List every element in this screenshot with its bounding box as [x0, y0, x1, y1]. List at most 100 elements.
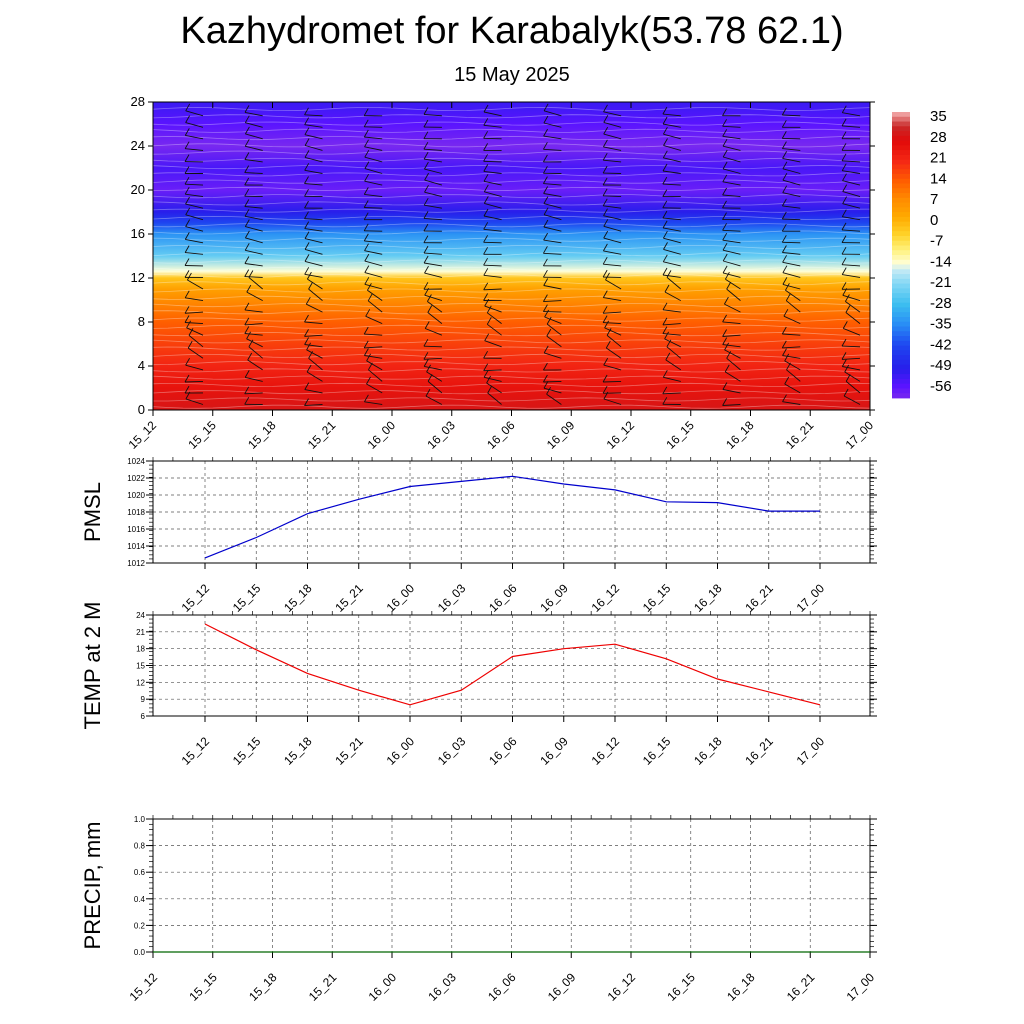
wind-barb: [546, 335, 562, 348]
wind-barb-flag: [363, 233, 369, 242]
wind-barb-flag: [784, 353, 790, 362]
wind-barb: [663, 157, 681, 163]
wind-barb: [543, 183, 562, 186]
colorbar-segment: [892, 207, 910, 213]
wind-barb: [308, 288, 323, 301]
wind-barb-flag: [602, 188, 608, 197]
wind-barb: [722, 229, 741, 232]
wind-barb-flag: [363, 187, 369, 195]
wind-barb: [782, 401, 801, 405]
wind-barb-flag: [184, 154, 190, 162]
wind-barb-flag: [841, 163, 847, 171]
wind-barb: [306, 349, 323, 359]
colorbar-segment: [892, 221, 910, 227]
wind-barb: [784, 383, 801, 394]
isotherm: [152, 114, 871, 119]
wind-barb-flag: [425, 388, 431, 397]
wind-barb: [424, 158, 442, 163]
wind-barb-flag: [662, 210, 668, 219]
wind-barb-flag: [307, 271, 312, 280]
isotherm: [152, 339, 871, 344]
wind-barb: [842, 180, 861, 186]
y-tick-label: 18: [136, 645, 145, 654]
wind-barb: [423, 357, 442, 360]
wind-barb-flag: [244, 219, 250, 227]
colorbar-segment: [892, 145, 910, 151]
wind-barb-flag: [304, 329, 309, 337]
wind-barb-flag: [483, 174, 489, 182]
colorbar-label: 7: [930, 191, 938, 208]
wind-barb-flag: [184, 385, 190, 394]
wind-barb: [184, 311, 204, 314]
wind-barb: [842, 216, 861, 221]
y-tick-label: 21: [136, 628, 145, 637]
wind-barb-flag: [845, 294, 850, 302]
wind-barb: [307, 278, 323, 290]
wind-barb: [304, 248, 323, 255]
wind-barb: [603, 159, 622, 163]
wind-barb: [603, 205, 622, 209]
wind-barb: [726, 357, 741, 371]
wind-barb-flag: [662, 189, 668, 197]
wind-barb: [484, 340, 502, 348]
wind-barb-flag: [784, 376, 790, 385]
wind-barb-flag: [304, 176, 309, 184]
wind-barb: [185, 134, 204, 140]
meteogram-panels: 0 4 8 12 16 20 24 28 15_12 15_15 15_18 15_21 16_00 16…: [80, 94, 952, 1004]
wind-barb: [842, 125, 861, 128]
wind-barb-flag: [363, 212, 369, 220]
wind-barb-flag: [184, 128, 190, 136]
wind-barb-flag: [244, 370, 250, 378]
wind-barb: [543, 203, 562, 209]
colorbar-segment: [892, 188, 910, 194]
wind-barb: [782, 205, 801, 209]
colorbar-segment: [892, 307, 910, 313]
wind-barb: [664, 338, 681, 348]
wind-barb-flag: [722, 138, 728, 147]
wind-barb: [782, 179, 801, 186]
wind-barb: [304, 124, 323, 128]
wind-barb-flag: [185, 196, 190, 205]
colorbar-label: 14: [930, 170, 947, 187]
wind-barb: [248, 277, 263, 290]
wind-barb: [543, 239, 562, 244]
wind-barb-flag: [543, 345, 549, 354]
wind-barb-flag: [841, 257, 847, 265]
wind-barb-flag: [605, 272, 610, 281]
wind-barb-flag: [841, 153, 847, 162]
wind-barb: [364, 168, 383, 174]
colorbar-segment: [892, 202, 910, 208]
y-tick-label: 1012: [127, 559, 145, 568]
isotherm: [152, 121, 871, 126]
colorbar-segment: [892, 150, 910, 156]
isotherm: [152, 230, 871, 235]
wind-barb: [427, 381, 443, 394]
wind-barb: [245, 237, 263, 244]
wind-barb-flag: [722, 119, 727, 127]
wind-barb-flag: [724, 296, 729, 305]
x-tick-label: 15_15: [230, 581, 264, 615]
wind-barb: [843, 395, 861, 405]
wind-barb: [425, 395, 443, 405]
wind-barb-flag: [245, 126, 250, 135]
colorbar-segment: [892, 359, 910, 366]
wind-barb-flag: [364, 348, 369, 356]
wind-barb-flag: [427, 374, 433, 382]
wind-barb-flag: [187, 272, 192, 281]
colorbar-segment: [892, 293, 910, 299]
wind-barb-flag: [244, 177, 250, 186]
isotherm: [152, 368, 871, 373]
isotherm: [152, 353, 871, 358]
wind-barb: [786, 300, 801, 313]
wind-barb-flag: [304, 127, 310, 135]
y-tick-label: 0.4: [134, 895, 146, 904]
wind-barb-flag: [782, 151, 787, 159]
panel-frame: [152, 614, 871, 717]
wind-barb: [662, 392, 681, 395]
wind-barb-flag: [543, 219, 549, 228]
wind-barb: [364, 250, 383, 255]
x-tick-label: 15_12: [127, 970, 161, 1004]
wind-barb: [185, 214, 204, 221]
wind-barb: [244, 333, 263, 336]
wind-barb: [245, 249, 263, 255]
